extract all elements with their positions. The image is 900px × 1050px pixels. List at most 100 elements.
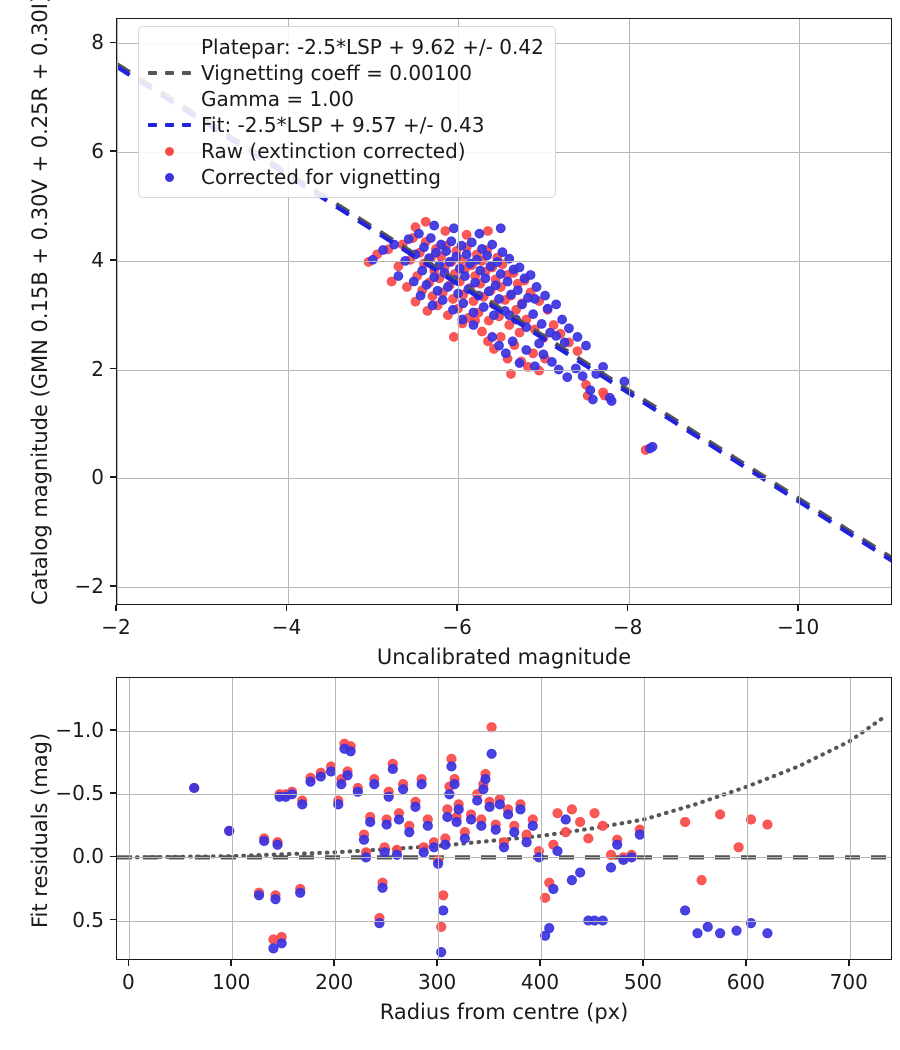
- gridline-vertical: [129, 678, 131, 959]
- gridline-horizontal: [117, 794, 891, 796]
- data-point: [566, 875, 577, 886]
- data-point: [506, 369, 516, 379]
- data-point: [358, 834, 370, 845]
- data-point: [456, 240, 467, 251]
- data-point: [500, 348, 511, 359]
- data-point: [404, 827, 415, 838]
- data-point: [468, 307, 479, 318]
- data-point: [529, 361, 540, 372]
- data-point: [369, 779, 380, 790]
- data-point: [416, 779, 427, 790]
- data-point: [415, 290, 426, 301]
- data-point: [598, 361, 608, 372]
- data-point: [512, 285, 523, 296]
- data-point: [486, 748, 497, 759]
- data-point: [315, 771, 326, 782]
- x-tick: [115, 605, 117, 611]
- dashed-blue-line-icon: [148, 123, 192, 127]
- y-tick: [110, 792, 116, 795]
- data-point: [560, 827, 571, 838]
- x-tick-label: −6: [442, 615, 472, 639]
- data-point: [461, 249, 472, 260]
- x-tick: [797, 605, 799, 611]
- data-point: [583, 833, 594, 844]
- data-point: [259, 835, 270, 847]
- gridline-vertical: [438, 678, 440, 959]
- x-tick: [436, 960, 438, 966]
- gridline-vertical: [458, 19, 460, 604]
- red-dot-marker-icon: [165, 147, 174, 156]
- data-point: [489, 310, 499, 321]
- data-point: [557, 314, 568, 325]
- data-point: [295, 887, 306, 898]
- data-point: [461, 229, 472, 240]
- data-point: [564, 323, 574, 334]
- data-point: [470, 277, 481, 288]
- data-point: [692, 928, 703, 939]
- data-point: [547, 357, 557, 367]
- data-point: [534, 338, 545, 349]
- data-point: [477, 326, 487, 337]
- data-point: [531, 282, 542, 292]
- data-point: [393, 814, 405, 825]
- data-point: [437, 295, 448, 305]
- data-point: [442, 811, 453, 823]
- top-yaxis-label: Catalog magnitude (GMN 0.15B + 0.30V + 0…: [28, 0, 52, 605]
- x-tick: [847, 960, 850, 966]
- gridline-horizontal: [117, 586, 891, 588]
- data-point: [408, 276, 419, 287]
- data-point: [352, 786, 363, 797]
- x-tick-label: −8: [612, 615, 643, 639]
- data-point: [731, 925, 742, 936]
- data-point: [365, 816, 376, 828]
- data-point: [418, 847, 429, 858]
- data-point: [536, 319, 547, 329]
- data-point: [440, 226, 451, 236]
- data-point: [494, 294, 504, 304]
- data-point: [551, 299, 562, 310]
- data-point: [495, 223, 506, 234]
- bottom-plot-area: [117, 678, 891, 959]
- data-point: [253, 890, 265, 901]
- data-point: [270, 893, 281, 905]
- data-point: [575, 867, 586, 878]
- data-point: [478, 302, 489, 312]
- gridline-vertical: [849, 678, 851, 959]
- data-point: [478, 784, 489, 795]
- data-point: [453, 804, 464, 815]
- top-plot-area: [117, 19, 891, 604]
- data-point: [715, 809, 726, 820]
- data-point: [429, 272, 440, 283]
- data-point: [559, 337, 570, 348]
- data-point: [454, 263, 465, 274]
- data-point: [511, 304, 521, 315]
- data-point: [597, 820, 608, 831]
- y-tick: [110, 367, 116, 370]
- y-tick: [110, 855, 116, 858]
- data-point: [680, 816, 691, 828]
- x-tick-label: 300: [418, 970, 457, 994]
- data-point: [551, 330, 562, 341]
- x-tick-label: 0: [121, 970, 135, 994]
- y-tick: [110, 585, 116, 587]
- gridline-vertical: [117, 19, 118, 604]
- legend-label: Fit: -2.5*LSP + 9.57 +/- 0.43: [201, 113, 485, 137]
- data-point: [762, 819, 773, 830]
- x-tick: [626, 605, 629, 611]
- data-point: [542, 303, 553, 314]
- x-tick: [642, 960, 644, 966]
- y-tick-label: −0.5: [55, 781, 104, 806]
- data-point: [544, 923, 555, 934]
- data-point: [466, 237, 477, 248]
- legend-entry: Platepar: -2.5*LSP + 9.62 +/- 0.42: [148, 34, 544, 60]
- data-point: [367, 254, 378, 265]
- data-point: [297, 799, 308, 810]
- legend-label: Raw (extinction corrected): [201, 139, 466, 163]
- data-point: [387, 763, 398, 775]
- blue-dot-marker-icon: [165, 173, 174, 182]
- fit-residuals-plot: [116, 677, 892, 960]
- data-point: [570, 363, 581, 374]
- y-tick-label: 6: [91, 139, 104, 164]
- data-point: [483, 286, 494, 297]
- data-point: [492, 257, 503, 267]
